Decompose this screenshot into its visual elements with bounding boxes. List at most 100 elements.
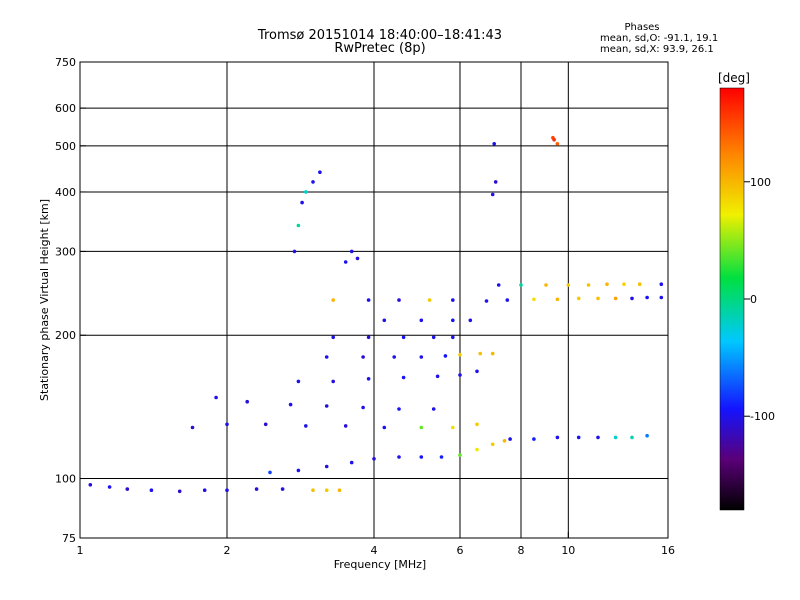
data-point: [613, 296, 618, 301]
data-point: [475, 447, 479, 452]
data-point: [382, 425, 387, 430]
colorbar-tick-label: 0: [750, 293, 757, 306]
data-point: [576, 435, 581, 440]
data-point: [263, 422, 268, 427]
data-point: [397, 407, 401, 411]
data-point: [331, 298, 336, 302]
data-point: [311, 488, 315, 493]
data-point: [366, 377, 371, 381]
x-tick-label: 6: [456, 544, 463, 557]
data-point: [508, 437, 512, 441]
data-point: [125, 487, 130, 491]
data-point: [343, 260, 348, 264]
phases-stats-label: Phases: [624, 22, 660, 33]
y-tick-label: 100: [55, 473, 76, 486]
data-point: [280, 487, 285, 491]
data-point: [566, 283, 571, 287]
data-point: [324, 404, 329, 408]
data-point: [458, 453, 462, 457]
x-axis: 1 2 4 6 8 10 16: [77, 532, 675, 557]
data-point: [296, 223, 301, 228]
y-axis: 75 100 200 300 400 500 600 750: [55, 56, 86, 545]
data-point: [372, 457, 376, 461]
data-point: [268, 470, 272, 475]
data-point: [496, 283, 501, 287]
data-point: [324, 488, 329, 493]
data-point: [361, 355, 365, 359]
x-tick-label: 1: [77, 544, 84, 557]
colorbar: [deg] 100 0 -100: [718, 71, 775, 511]
y-tick-label: 200: [55, 329, 76, 342]
data-point: [225, 488, 229, 493]
x-tick-label: 8: [518, 544, 525, 557]
y-tick-label: 750: [55, 56, 76, 69]
colorbar-tick-label: -100: [750, 410, 775, 423]
data-point: [366, 335, 371, 340]
data-point: [324, 464, 329, 469]
y-tick-label: 500: [55, 140, 76, 153]
data-point: [544, 283, 548, 287]
data-point: [475, 369, 479, 374]
data-point: [555, 435, 560, 440]
data-point: [245, 399, 249, 404]
data-point: [107, 485, 112, 489]
colorbar-tick-label: 100: [750, 176, 771, 189]
grid-lines: [80, 62, 668, 538]
data-point: [490, 442, 495, 447]
y-tick-label: 600: [55, 102, 76, 115]
data-point: [304, 424, 308, 428]
data-point: [451, 298, 455, 302]
data-point: [458, 373, 462, 377]
data-point: [177, 489, 182, 494]
data-point: [555, 142, 560, 146]
data-point: [361, 405, 365, 410]
data-point: [296, 379, 301, 384]
x-axis-label: Frequency [MHz]: [334, 558, 426, 571]
data-point: [622, 282, 626, 287]
data-point: [288, 402, 293, 407]
data-point: [300, 200, 304, 205]
data-point: [419, 355, 424, 359]
data-point: [443, 354, 448, 358]
data-point: [337, 488, 342, 493]
data-point: [451, 335, 455, 340]
data-point: [431, 407, 436, 411]
data-point: [490, 351, 495, 356]
data-point: [397, 298, 401, 302]
data-point: [478, 351, 483, 356]
data-point: [519, 283, 523, 287]
data-point: [645, 433, 649, 438]
data-point: [202, 488, 207, 493]
data-point: [419, 425, 424, 430]
data-point: [458, 352, 462, 357]
data-point: [532, 437, 536, 441]
data-point: [355, 256, 360, 261]
data-point: [431, 335, 436, 340]
data-point: [630, 296, 634, 301]
data-point: [645, 295, 649, 300]
data-point: [532, 297, 536, 302]
x-tick-label: 10: [561, 544, 575, 557]
data-point: [613, 435, 618, 440]
data-point: [401, 375, 406, 380]
data-point: [419, 455, 424, 459]
data-point: [304, 190, 308, 194]
data-point: [296, 468, 301, 473]
data-point: [475, 422, 479, 427]
data-point: [401, 335, 406, 340]
data-point: [397, 455, 401, 459]
data-point: [576, 296, 581, 301]
data-point: [605, 282, 609, 287]
data-point: [637, 282, 642, 287]
x-tick-label: 16: [661, 544, 675, 557]
data-point: [435, 374, 440, 379]
x-tick-label: 4: [371, 544, 378, 557]
data-point: [659, 295, 664, 300]
chart-title: Tromsø 20151014 18:40:00–18:41:43: [257, 28, 503, 43]
data-point: [331, 379, 336, 384]
data-point: [343, 424, 348, 428]
y-tick-label: 300: [55, 245, 76, 258]
data-point: [596, 435, 600, 440]
data-point: [596, 296, 600, 301]
